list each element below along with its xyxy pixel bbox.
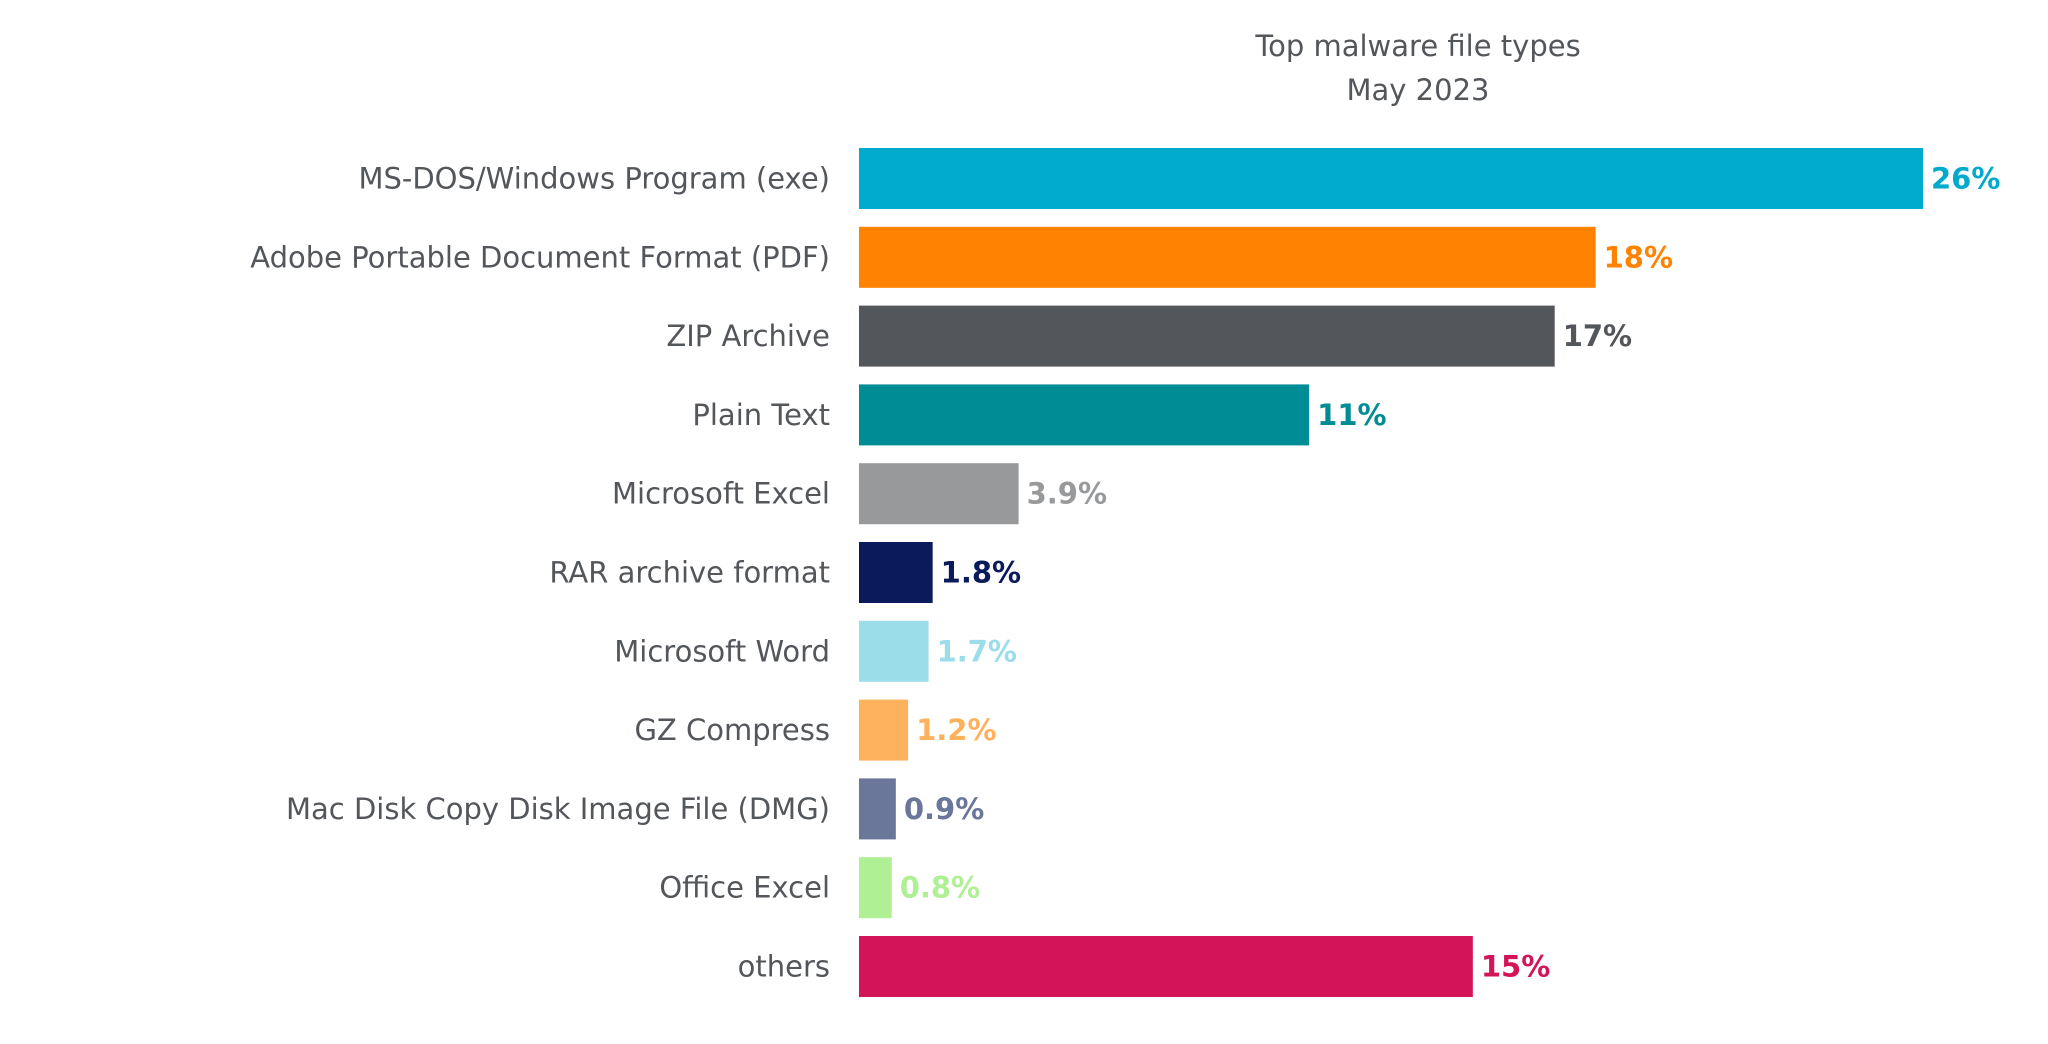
category-label: Microsoft Word [614,634,830,668]
category-label: Office Excel [659,871,830,905]
value-label: 11% [1317,398,1386,432]
category-label: Adobe Portable Document Format (PDF) [250,240,830,274]
value-label: 18% [1604,240,1673,274]
category-label: RAR archive format [549,556,830,590]
bar [859,936,1473,997]
chart-subtitle: May 2023 [1347,73,1490,107]
category-label: GZ Compress [634,713,830,747]
bar [859,148,1923,209]
value-label: 3.9% [1027,477,1107,511]
chart-title: Top malware file types [1254,29,1580,63]
bar [859,778,896,840]
bar [859,384,1310,446]
value-label: 1.7% [937,634,1017,668]
category-label: Microsoft Excel [612,477,830,511]
value-label: 15% [1481,950,1550,984]
category-label: Mac Disk Copy Disk Image File (DMG) [286,792,830,826]
value-label: 1.2% [916,713,996,747]
value-label: 26% [1931,162,2000,196]
value-label: 0.9% [904,792,984,826]
value-label: 17% [1563,319,1632,353]
bar [859,463,1019,525]
category-label: ZIP Archive [666,319,830,353]
bar [859,305,1555,367]
bar [859,620,929,682]
category-label: others [738,950,830,984]
value-label: 1.8% [941,556,1021,590]
category-label: Plain Text [692,398,830,432]
bar [859,699,909,761]
category-label: MS-DOS/Windows Program (exe) [358,162,830,196]
bar [859,857,892,919]
value-label: 0.8% [900,871,980,905]
bar [859,226,1596,288]
bar [859,542,933,603]
